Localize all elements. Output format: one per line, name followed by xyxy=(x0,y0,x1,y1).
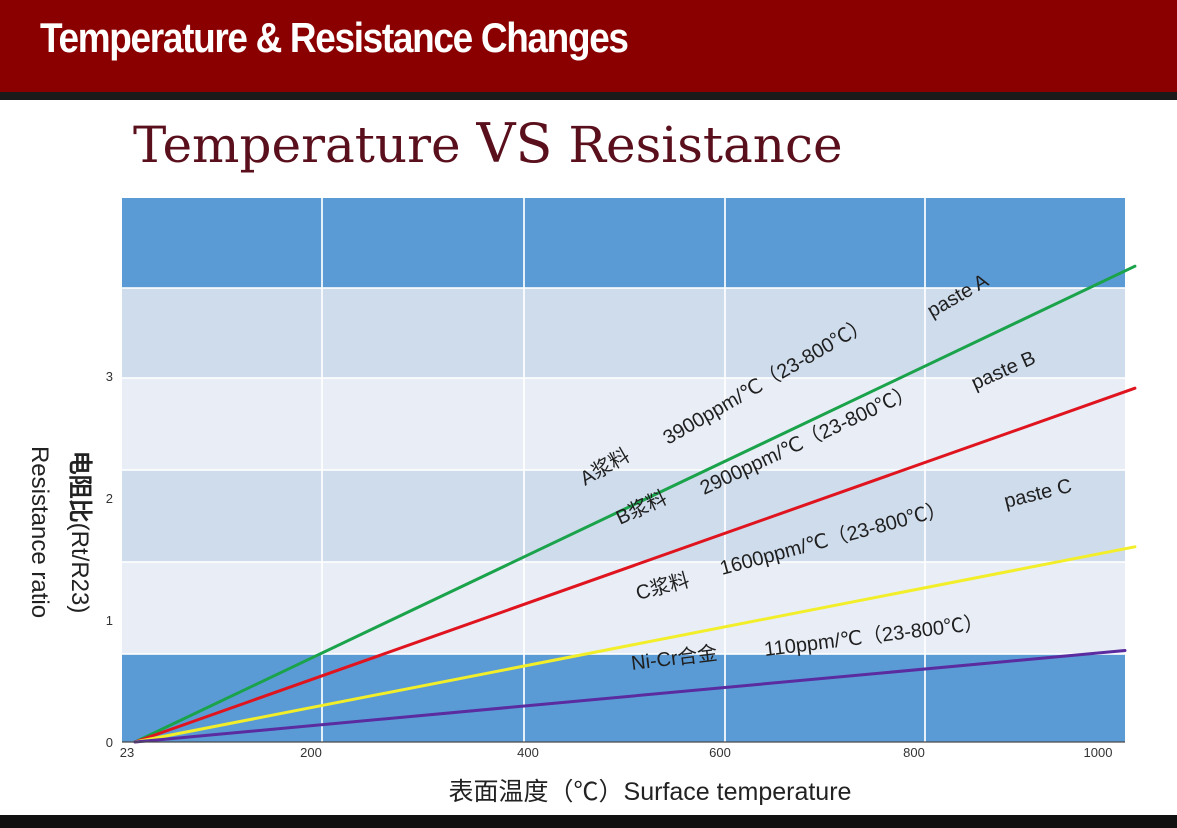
grid-lines xyxy=(122,198,1125,742)
series-line-3 xyxy=(133,649,1127,744)
plot-band-0 xyxy=(122,288,1125,378)
chart-title: Temperature VS Resistance xyxy=(133,112,843,175)
x-tick-label-3: 600 xyxy=(709,745,731,760)
header-banner: Temperature & Resistance Changes xyxy=(0,0,1177,92)
series-lines xyxy=(133,264,1137,744)
plot-band-2 xyxy=(122,470,1125,562)
plot-band-1 xyxy=(122,378,1125,470)
x-tick-label-1: 200 xyxy=(300,745,322,760)
y-tick-label-3: 3 xyxy=(106,369,113,384)
y-axis-label-ratio: (Rt/R23) xyxy=(66,523,93,614)
y-tick-label-0: 0 xyxy=(106,735,113,750)
chart-title-part-a: Temperature xyxy=(133,116,477,174)
x-tick-label-0: 23 xyxy=(120,745,134,760)
chart-title-part-c: Resistance xyxy=(552,116,843,174)
series-line-2 xyxy=(133,545,1137,744)
plot-band-3 xyxy=(122,562,1125,654)
footer-bar xyxy=(0,815,1177,828)
y-tick-label-1: 1 xyxy=(106,613,113,628)
x-tick-label-2: 400 xyxy=(517,745,539,760)
x-tick-label-4: 800 xyxy=(903,745,925,760)
y-axis-label-cn-group: 电阻比(Rt/R23) xyxy=(66,451,93,614)
y-axis-label-cn: 电阻比 xyxy=(66,451,93,523)
x-axis-label: 表面温度（℃）Surface temperature xyxy=(449,778,852,806)
series-line-1 xyxy=(133,386,1137,744)
chart-title-part-vs: VS xyxy=(476,112,553,175)
header-divider xyxy=(0,92,1177,100)
y-tick-label-2: 2 xyxy=(106,491,113,506)
y-axis-label-en: Resistance ratio xyxy=(26,446,53,618)
header-title: Temperature & Resistance Changes xyxy=(40,14,629,61)
series-line-0 xyxy=(133,264,1137,744)
x-tick-label-5: 1000 xyxy=(1084,745,1113,760)
